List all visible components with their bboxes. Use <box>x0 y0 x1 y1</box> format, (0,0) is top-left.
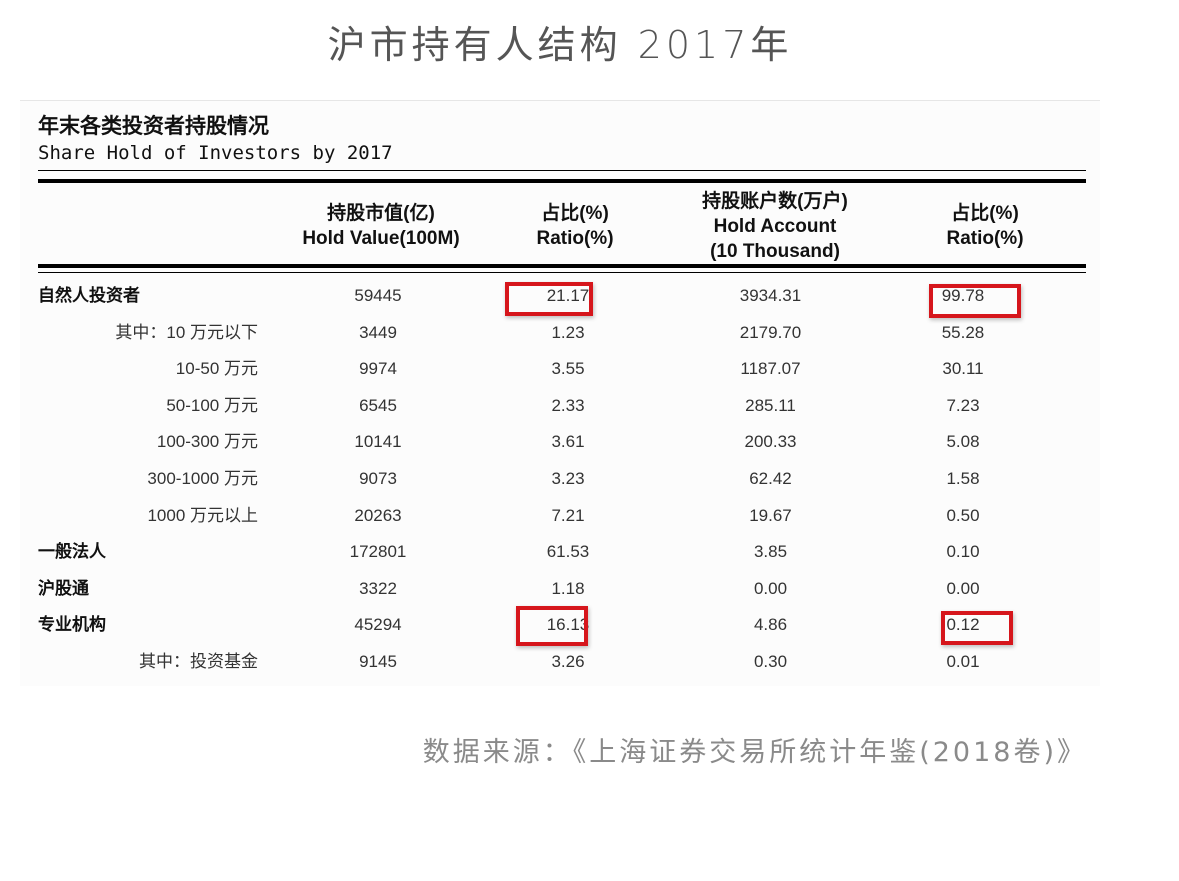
header-thick-rule <box>38 264 1086 268</box>
value-ratio-cell: 16.13 <box>546 615 590 635</box>
row-label: 其中：投资基金 <box>139 652 258 671</box>
row-label: 专业机构 <box>38 615 106 635</box>
row-label: 自然人投资者 <box>38 286 140 305</box>
value-ratio-cell: 3.26 <box>551 652 585 671</box>
value-ratio-cell: 1.23 <box>551 322 585 342</box>
highlight-box <box>516 606 588 646</box>
value-ratio-cell: 21.17 <box>546 286 590 305</box>
hold-account-cell: 62.42 <box>749 469 792 488</box>
column-header-value-ratio: 占比(%) Ratio(%) <box>500 188 650 264</box>
account-ratio-cell: 99.78 <box>941 286 985 305</box>
table-row: 一般法人 172801 61.53 3.85 0.10 <box>38 534 1086 570</box>
value-ratio-cell: 7.21 <box>551 505 585 525</box>
column-header-en: Hold Value(100M) <box>302 228 460 249</box>
hold-value-cell: 59445 <box>354 286 402 305</box>
highlight-box <box>929 284 1021 318</box>
row-label: 一般法人 <box>38 542 106 562</box>
table-row: 沪股通 3322 1.18 0.00 0.00 <box>38 571 1086 607</box>
data-source-note: 数据来源：《上海证券交易所统计年鉴(2018卷)》 <box>422 737 1087 768</box>
hold-value-cell: 10141 <box>354 432 402 452</box>
value-ratio-cell: 3.61 <box>551 432 585 452</box>
account-ratio-cell: 7.23 <box>946 395 980 415</box>
account-ratio-cell: 0.10 <box>946 542 980 562</box>
column-header-en: Ratio(%) <box>946 228 1024 249</box>
account-ratio-cell: 0.50 <box>946 505 980 525</box>
value-ratio-cell: 3.55 <box>551 359 585 379</box>
row-label: 300-1000 万元 <box>147 469 258 488</box>
column-header-account-ratio: 占比(%) Ratio(%) <box>900 188 1070 264</box>
column-header-en: Hold Account <box>713 215 837 237</box>
column-header-cn: 占比(%) <box>541 203 609 224</box>
account-ratio-cell: 5.08 <box>946 432 980 452</box>
account-ratio-cell: 1.58 <box>946 469 980 488</box>
header-thin-rule <box>38 272 1086 273</box>
hold-account-cell: 285.11 <box>745 395 796 415</box>
table-heading-cn: 年末各类投资者持股情况 <box>38 114 269 138</box>
hold-account-cell: 200.33 <box>744 432 797 452</box>
hold-value-cell: 20263 <box>354 505 402 525</box>
hold-value-cell: 45294 <box>354 615 402 635</box>
table-row: 1000 万元以上 20263 7.21 19.67 0.50 <box>38 498 1086 534</box>
column-header-cn: 持股市值(亿) <box>327 203 435 224</box>
top-thin-rule <box>38 170 1086 171</box>
hold-account-cell: 1187.07 <box>740 359 801 379</box>
hold-account-cell: 3.85 <box>753 542 788 562</box>
hold-account-cell: 4.86 <box>753 615 788 635</box>
table-row: 100-300 万元 10141 3.61 200.33 5.08 <box>38 424 1086 460</box>
hold-account-cell: 19.67 <box>749 505 792 525</box>
table-heading-en: Share Hold of Investors by 2017 <box>38 142 393 164</box>
row-label: 沪股通 <box>38 578 89 598</box>
table-row: 10-50 万元 9974 3.55 1187.07 30.11 <box>38 351 1086 387</box>
column-header-en-unit: (10 Thousand) <box>710 240 840 262</box>
row-label: 1000 万元以上 <box>147 505 258 525</box>
hold-value-cell: 6545 <box>359 395 397 415</box>
hold-value-cell: 9974 <box>359 359 397 379</box>
column-header-hold-account: 持股账户数(万户) Hold Account (10 Thousand) <box>665 188 885 264</box>
account-ratio-cell: 30.11 <box>942 359 984 379</box>
table-row: 专业机构 45294 16.13 4.86 0.12 <box>38 607 1086 643</box>
hold-account-cell: 0.30 <box>753 652 788 671</box>
column-header-en: Ratio(%) <box>536 228 614 249</box>
table-row: 50-100 万元 6545 2.33 285.11 7.23 <box>38 388 1086 424</box>
row-label: 10-50 万元 <box>175 359 258 379</box>
hold-value-cell: 172801 <box>349 542 407 562</box>
table-panel <box>20 100 1100 686</box>
column-header-hold-value: 持股市值(亿) Hold Value(100M) <box>270 188 492 264</box>
top-thick-rule <box>38 179 1086 183</box>
account-ratio-cell: 0.00 <box>946 578 980 598</box>
hold-value-cell: 9073 <box>359 469 397 488</box>
value-ratio-cell: 1.18 <box>551 578 585 598</box>
hold-account-cell: 0.00 <box>753 578 788 598</box>
value-ratio-cell: 3.23 <box>551 469 585 488</box>
value-ratio-cell: 2.33 <box>551 395 585 415</box>
column-header-cn: 持股账户数(万户) <box>702 190 848 212</box>
value-ratio-cell: 61.53 <box>546 542 590 562</box>
page-title: 沪市持有人结构 2017年 <box>327 23 793 67</box>
hold-account-cell: 2179.70 <box>739 322 802 342</box>
table-row: 其中：投资基金 9145 3.26 0.30 0.01 <box>38 644 1086 680</box>
hold-value-cell: 3322 <box>359 578 397 598</box>
table-row: 自然人投资者 59445 21.17 3934.31 99.78 <box>38 278 1086 314</box>
column-header-cn: 占比(%) <box>951 203 1019 224</box>
hold-account-cell: 3934.31 <box>739 286 802 305</box>
account-ratio-cell: 55.28 <box>941 322 985 342</box>
row-label: 50-100 万元 <box>166 395 258 415</box>
account-ratio-cell: 0.01 <box>946 652 980 671</box>
account-ratio-cell: 0.12 <box>946 615 980 635</box>
hold-value-cell: 3449 <box>359 322 397 342</box>
hold-value-cell: 9145 <box>359 652 397 671</box>
table-row: 其中：10 万元以下 3449 1.23 2179.70 55.28 <box>38 315 1086 351</box>
table-row: 300-1000 万元 9073 3.23 62.42 1.58 <box>38 461 1086 497</box>
row-label: 100-300 万元 <box>156 432 258 452</box>
highlight-box <box>941 611 1013 645</box>
highlight-box <box>505 282 593 316</box>
row-label: 其中：10 万元以下 <box>115 322 258 342</box>
